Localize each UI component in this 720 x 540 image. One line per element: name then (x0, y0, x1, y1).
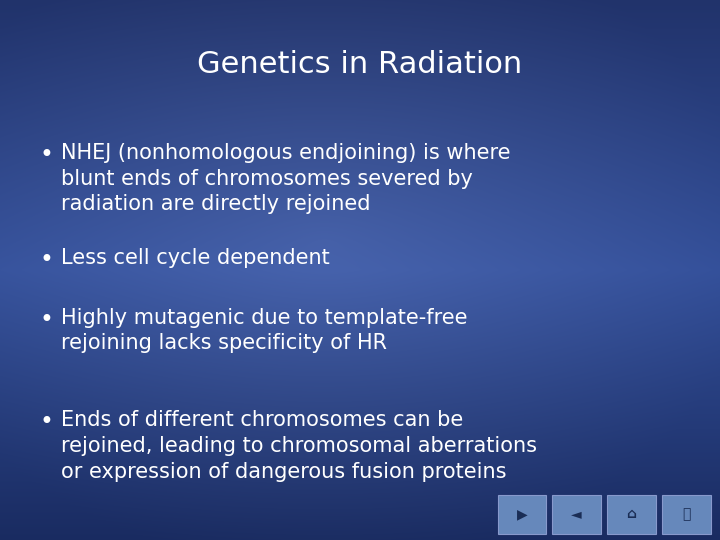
Text: •: • (40, 143, 53, 167)
Text: •: • (40, 248, 53, 272)
FancyBboxPatch shape (552, 495, 601, 534)
Text: NHEJ (nonhomologous endjoining) is where
blunt ends of chromosomes severed by
ra: NHEJ (nonhomologous endjoining) is where… (61, 143, 510, 214)
Text: •: • (40, 308, 53, 332)
Text: ▶: ▶ (517, 507, 527, 521)
Text: ◄: ◄ (572, 507, 582, 521)
Text: Highly mutagenic due to template-free
rejoining lacks specificity of HR: Highly mutagenic due to template-free re… (61, 308, 468, 353)
Text: Ends of different chromosomes can be
rejoined, leading to chromosomal aberration: Ends of different chromosomes can be rej… (61, 410, 537, 482)
Text: Genetics in Radiation: Genetics in Radiation (197, 50, 523, 79)
FancyBboxPatch shape (607, 495, 656, 534)
FancyBboxPatch shape (498, 495, 546, 534)
Text: Less cell cycle dependent: Less cell cycle dependent (61, 248, 330, 268)
Text: •: • (40, 410, 53, 434)
Text: ⌂: ⌂ (626, 507, 636, 521)
FancyBboxPatch shape (662, 495, 711, 534)
Text: ⓘ: ⓘ (682, 507, 690, 521)
